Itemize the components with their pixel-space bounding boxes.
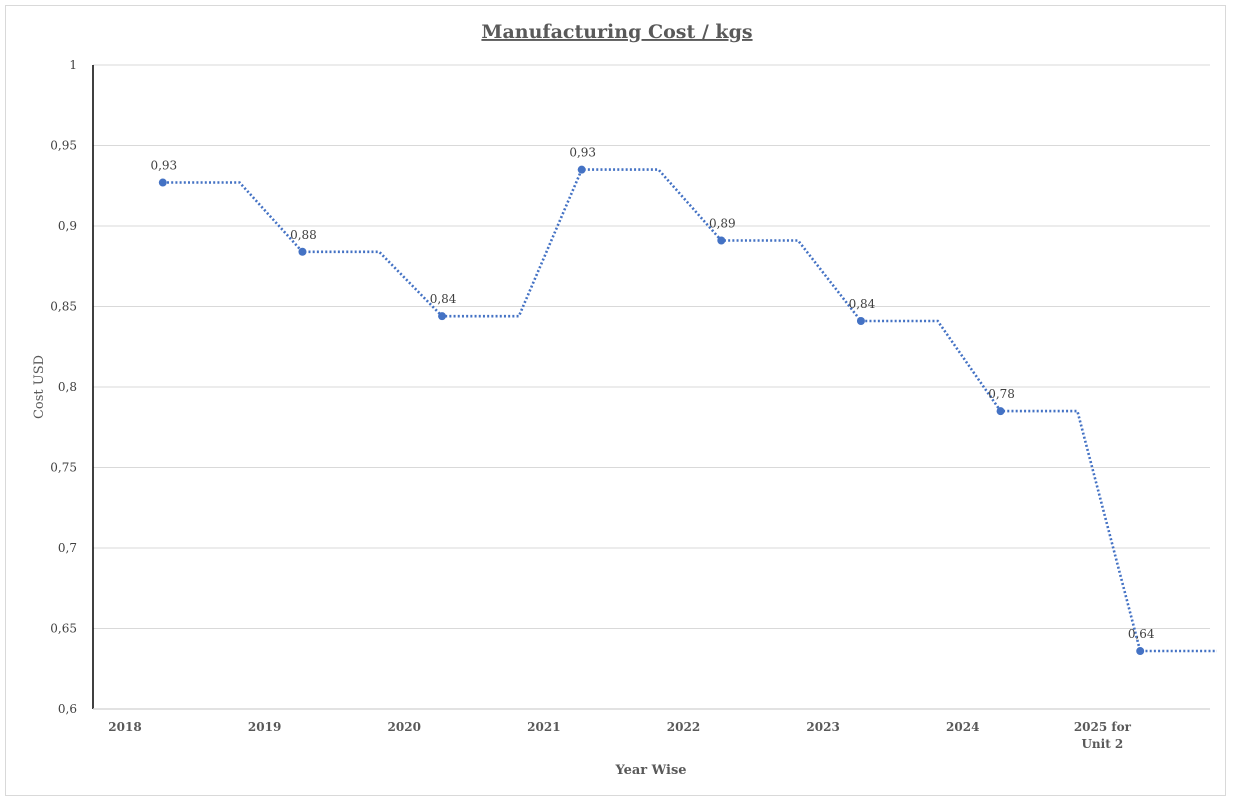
y-tick-label: 0,7 (58, 541, 77, 555)
y-tick-label: 0,95 (50, 139, 77, 153)
x-tick-label: 2023 (806, 720, 839, 734)
gridlines (93, 64, 1210, 629)
data-point (438, 312, 447, 321)
x-tick-label: 2018 (108, 720, 141, 734)
axes: 0,6 0,65 0,7 0,75 0,8 0,85 0,9 0,95 1 2018 2019 202… (50, 58, 1210, 751)
y-tick-label: 0,8 (58, 380, 77, 394)
series-line (162, 168, 1217, 653)
data-point (717, 236, 726, 245)
data-point (158, 178, 167, 187)
y-tick-label: 0,85 (50, 300, 77, 314)
y-tick-label: 0,6 (58, 702, 77, 716)
data-label: 0,84 (430, 292, 457, 306)
data-point (996, 407, 1005, 416)
y-axis-title: Cost USD (32, 355, 47, 419)
y-tick-label: 0,75 (50, 461, 77, 475)
data-point (298, 247, 307, 256)
data-label: 0,84 (849, 297, 876, 311)
data-point (1136, 647, 1145, 656)
x-tick-label: 2020 (388, 720, 421, 734)
x-tick-label: 2024 (946, 720, 979, 734)
y-tick-label: 0,65 (50, 622, 77, 636)
x-tick-label: 2019 (248, 720, 281, 734)
series-cost (158, 165, 1217, 656)
data-label: 0,88 (290, 228, 317, 242)
y-tick-label: 1 (69, 58, 77, 72)
data-labels: 0,93 0,88 0,84 0,93 0,89 0,84 0,78 0,64 (150, 146, 1154, 641)
x-tick-label: 2022 (667, 720, 700, 734)
x-tick-label: 2025 for Unit 2 (1074, 720, 1132, 751)
data-label: 0,89 (709, 216, 736, 230)
data-label: 0,93 (569, 146, 596, 160)
x-axis-title: Year Wise (614, 763, 686, 778)
data-label: 0,78 (988, 387, 1015, 401)
y-tick-label: 0,9 (58, 219, 77, 233)
data-point (856, 316, 865, 325)
chart-title: Manufacturing Cost / kgs (481, 21, 752, 43)
chart-frame (5, 5, 1226, 796)
x-tick-label: 2021 (527, 720, 560, 734)
data-label: 0,93 (150, 159, 177, 173)
data-label: 0,64 (1128, 627, 1155, 641)
data-point (577, 165, 586, 174)
